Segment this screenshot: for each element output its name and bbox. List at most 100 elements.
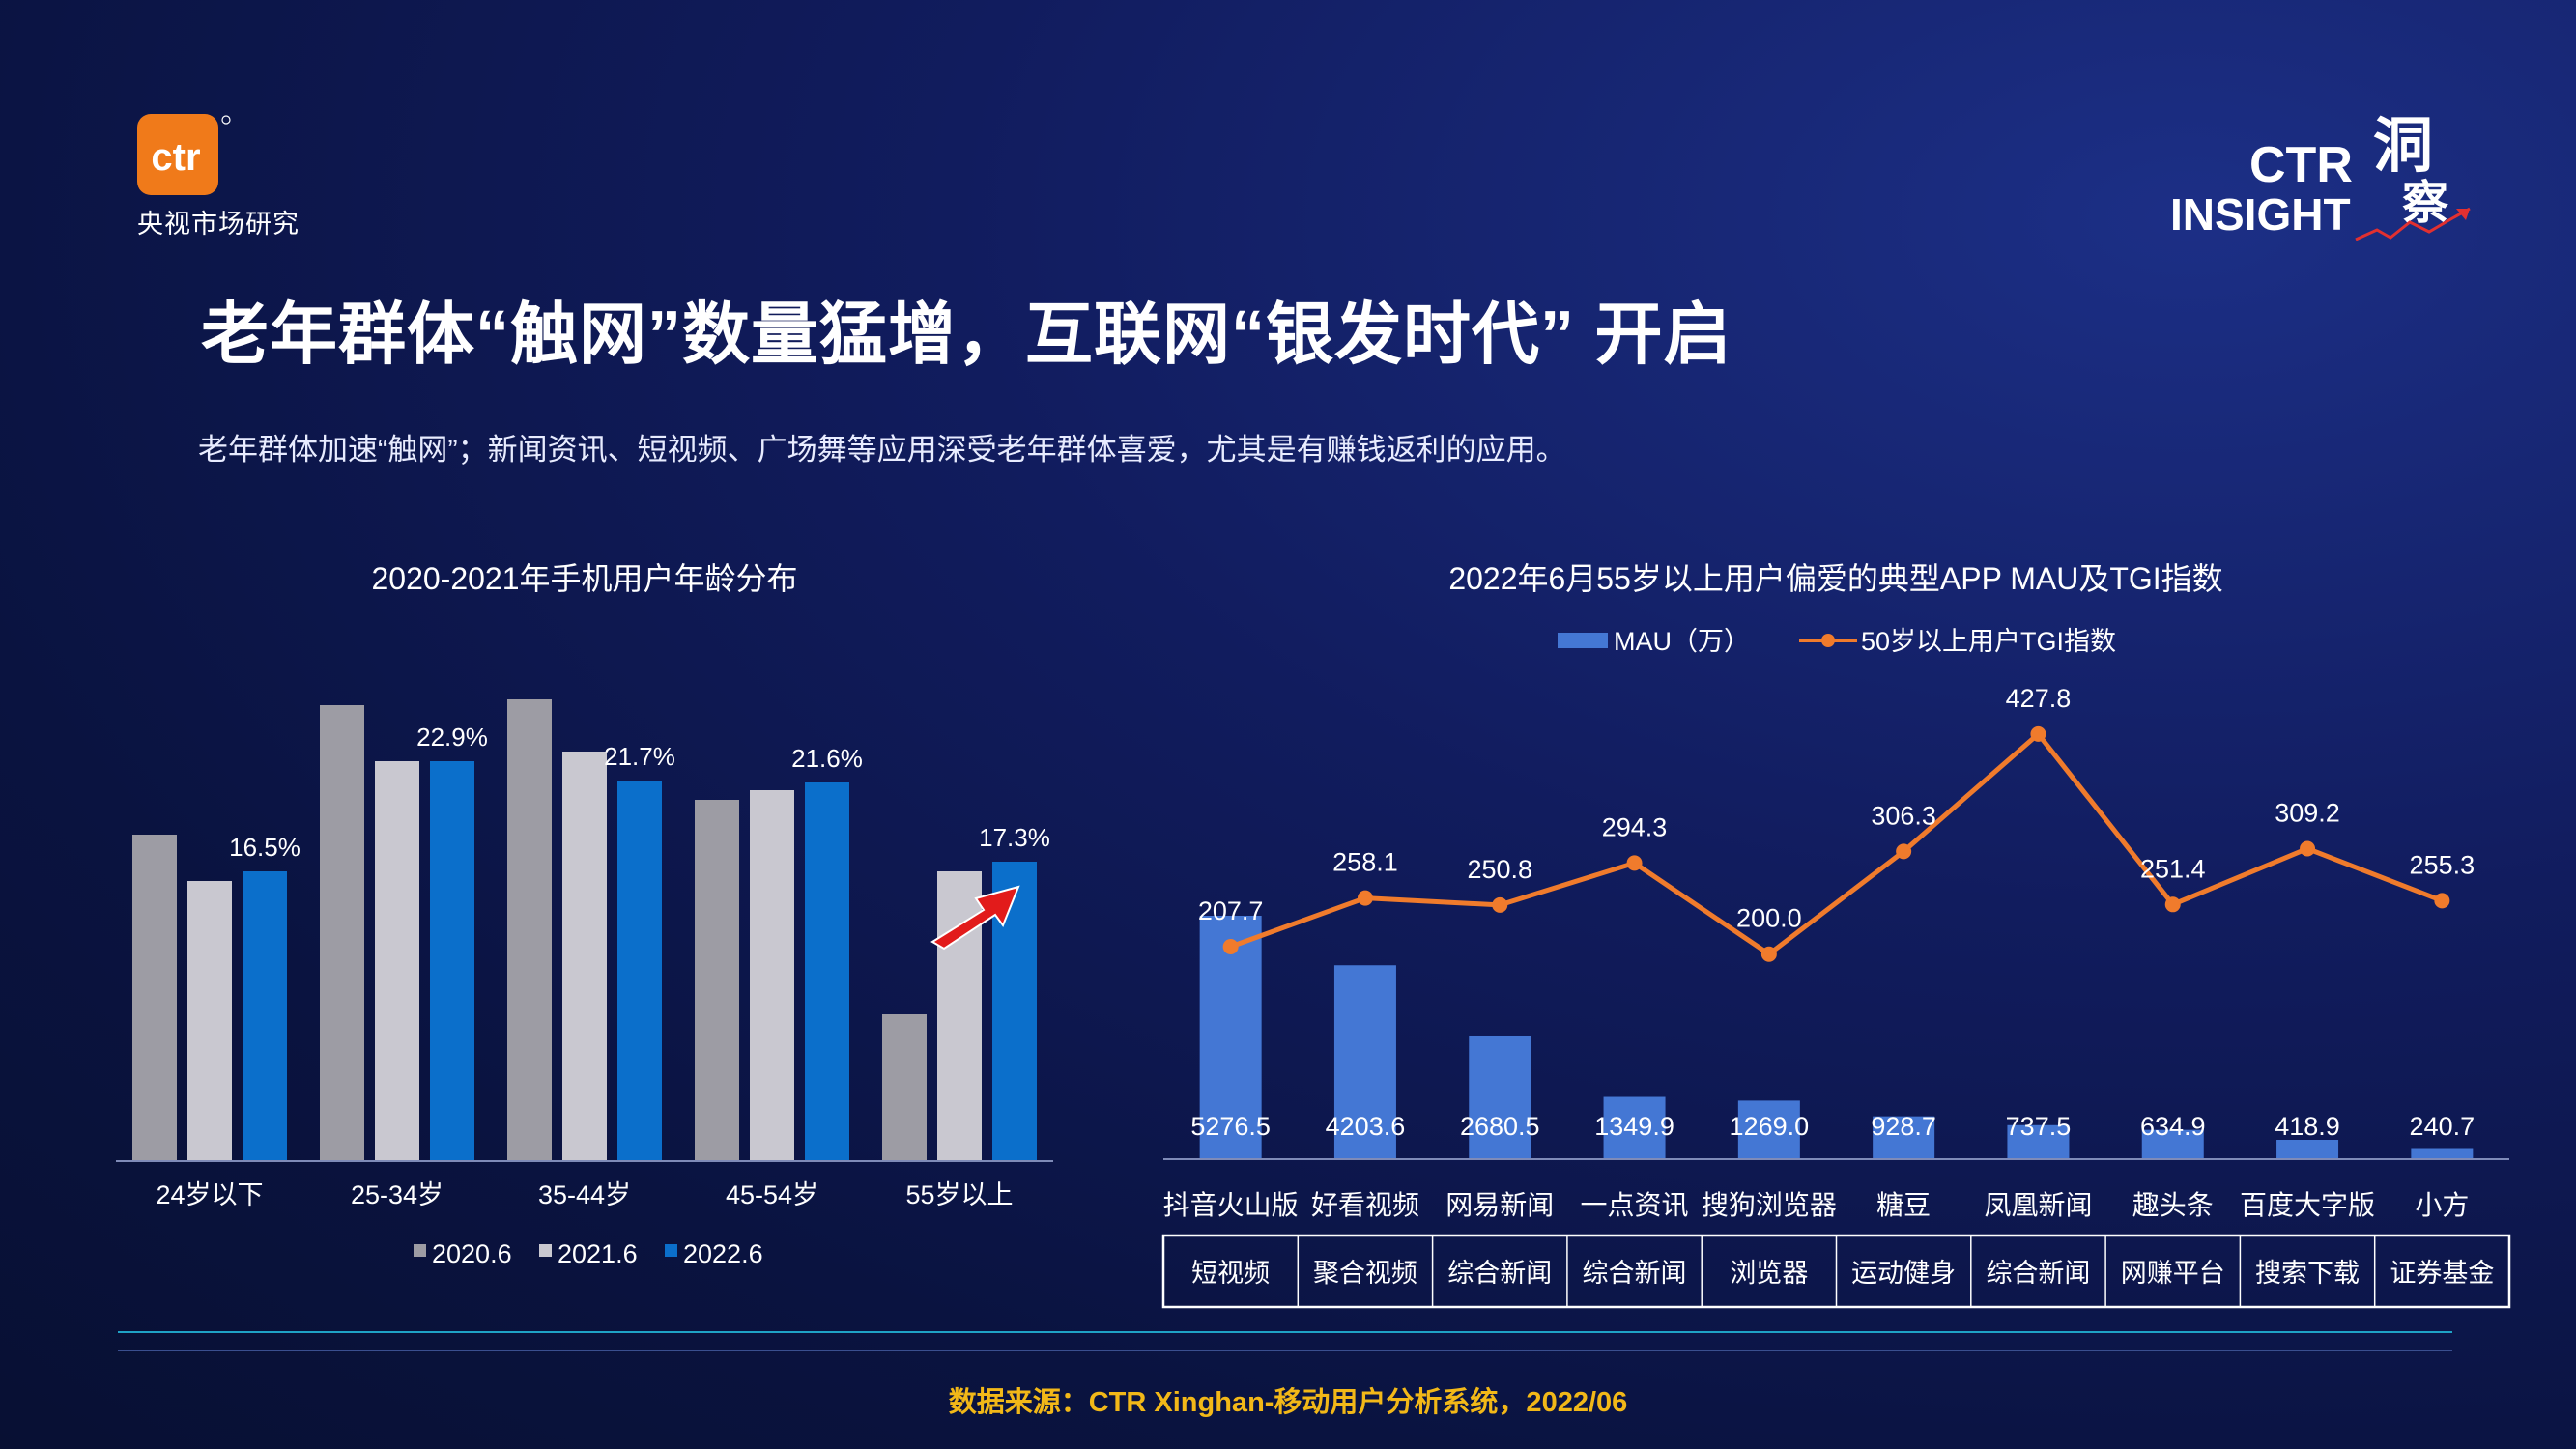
mau-bar-6 [2007,1124,2070,1159]
age-category-label-1: 25-34岁 [351,1180,444,1209]
growth-arrow-icon [930,885,1020,951]
tgi-label-4: 200.0 [1736,904,1802,933]
app-name-9: 小方 [2415,1190,2469,1220]
age-bar-2020.6-4 [882,1014,927,1161]
tgi-point-6 [2030,725,2046,742]
app-name-6: 凤凰新闻 [1984,1190,2092,1220]
tgi-label-0: 207.7 [1198,896,1264,925]
legend-label-tgi: 50岁以上用户TGI指数 [1861,627,2116,656]
mau-label-2: 2680.5 [1460,1112,1540,1141]
legend-swatch-2022.6 [665,1244,677,1257]
mau-bar-9 [2411,1148,2474,1159]
mau-label-4: 1269.0 [1730,1112,1810,1141]
legend-label-2022.6: 2022.6 [683,1239,763,1268]
tgi-label-3: 294.3 [1602,812,1668,841]
app-name-7: 趣头条 [2132,1190,2214,1220]
app-name-5: 糖豆 [1876,1190,1931,1220]
legend-label-mau: MAU（万） [1614,627,1750,656]
app-type-cell-0: 短视频 [1191,1259,1270,1288]
mau-label-9: 240.7 [2410,1112,2476,1141]
tgi-point-3 [1626,855,1643,871]
age-category-label-0: 24岁以下 [156,1180,263,1209]
mau-label-7: 634.9 [2140,1112,2206,1141]
footer-divider-bottom [118,1350,2452,1351]
app-name-4: 搜狗浏览器 [1702,1190,1837,1220]
app-name-1: 好看视频 [1311,1190,1419,1220]
page-subtitle: 老年群体加速“触网”；新闻资讯、短视频、广场舞等应用深受老年群体喜爱，尤其是有赚… [198,433,1566,467]
age-bar-2021.6-1 [375,761,419,1161]
tgi-line [1229,730,2444,957]
mau-bar-7 [2141,1129,2204,1159]
ctr-logo-caption: 央视市场研究 [137,210,300,240]
app-type-cell-7: 网赚平台 [2121,1259,2225,1288]
age-bar-2020.6-2 [507,699,552,1161]
data-source: 数据来源：CTR Xinghan-移动用户分析系统，2022/06 [948,1387,1628,1418]
app-name-0: 抖音火山版 [1163,1190,1299,1220]
insight-logo-ctr: CTR [2249,137,2353,193]
app-type-cell-9: 证券基金 [2390,1259,2494,1288]
tgi-point-1 [1357,890,1373,906]
tgi-label-6: 427.8 [2006,684,2072,713]
age-bar-2022.6-0 [243,871,287,1161]
app-type-cell-8: 搜索下载 [2255,1259,2360,1288]
age-data-label-2: 21.7% [604,742,675,771]
left-chart-title: 2020-2021年手机用户年龄分布 [371,561,798,596]
age-bar-2020.6-1 [320,705,364,1161]
age-bar-2021.6-2 [562,752,607,1161]
age-bar-2020.6-0 [132,835,177,1161]
age-data-label-0: 16.5% [229,833,301,862]
mau-label-3: 1349.9 [1594,1112,1674,1141]
app-type-cell-6: 综合新闻 [1986,1259,2090,1288]
legend-marker-tgi [1821,634,1835,647]
mau-bar-2 [1469,1035,1531,1159]
mau-label-0: 5276.5 [1190,1112,1271,1141]
mau-bar-1 [1333,965,1396,1159]
app-type-cell-4: 浏览器 [1730,1259,1808,1288]
age-data-label-3: 21.6% [791,744,863,773]
tgi-label-8: 309.2 [2275,799,2340,828]
tgi-point-2 [1492,896,1508,913]
tgi-label-2: 250.8 [1467,855,1532,884]
app-type-cell-3: 综合新闻 [1583,1259,1687,1288]
ctr-logo: ctr [137,114,231,195]
mau-label-5: 928.7 [1871,1112,1936,1141]
mau-label-6: 737.5 [2006,1112,2072,1141]
mau-bar-8 [2276,1139,2339,1159]
age-category-label-2: 35-44岁 [538,1180,631,1209]
app-type-cell-5: 运动健身 [1851,1259,1956,1288]
age-bar-2021.6-0 [187,881,232,1161]
ctr-insight-logo: CTR INSIGHT 洞 察 [2170,113,2471,242]
right-chart-title: 2022年6月55岁以上用户偏爱的典型APP MAU及TGI指数 [1448,561,2223,596]
tgi-point-0 [1222,939,1239,954]
mau-bar-4 [1737,1100,1800,1159]
tgi-label-9: 255.3 [2410,850,2476,879]
ctr-logo-text: ctr [151,136,200,179]
mau-bar-0 [1199,916,1262,1159]
insight-logo-cjk1: 洞 [2373,113,2433,180]
tgi-label-7: 251.4 [2140,854,2206,883]
page-title: 老年群体“触网”数量猛增，互联网“银发时代” 开启 [201,297,1732,372]
legend-label-2020.6: 2020.6 [432,1239,512,1268]
age-category-label-4: 55岁以上 [905,1180,1013,1209]
mau-bar-3 [1603,1096,1666,1159]
app-name-2: 网易新闻 [1445,1190,1554,1220]
mau-bar-5 [1873,1116,1935,1159]
age-bar-2021.6-3 [750,790,794,1161]
legend-swatch-mau [1558,633,1608,648]
tgi-point-5 [1896,843,1912,860]
age-data-label-4: 17.3% [979,823,1050,852]
legend-swatch-2021.6 [539,1244,552,1257]
legend-swatch-2020.6 [414,1244,426,1257]
app-type-cell-1: 聚合视频 [1313,1259,1417,1288]
age-bar-2020.6-3 [695,800,739,1161]
footer-divider-top [118,1331,2452,1333]
tgi-point-8 [2300,840,2316,857]
tgi-label-5: 306.3 [1871,801,1936,830]
app-name-8: 百度大字版 [2240,1190,2375,1220]
tgi-point-7 [2164,896,2181,913]
insight-logo-cjk2: 察 [2402,178,2448,229]
age-bar-2022.6-3 [805,782,849,1161]
age-data-label-1: 22.9% [416,723,488,752]
